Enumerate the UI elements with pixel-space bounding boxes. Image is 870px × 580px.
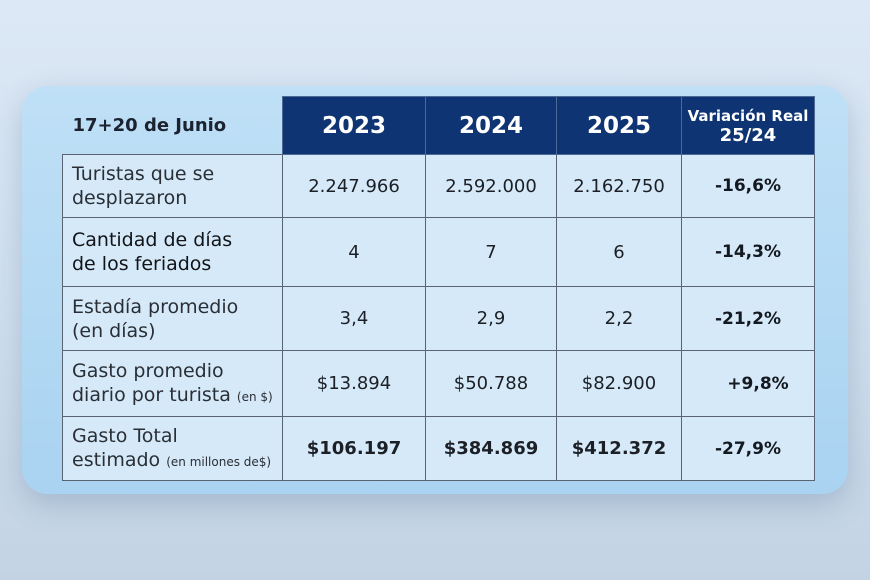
row-label-line2: de los feriados (72, 253, 212, 275)
row-label-line1: Estadía promedio (72, 295, 239, 318)
variation-value: -14,3% (681, 217, 815, 287)
table-row: Turistas que se desplazaron 2.247.966 2.… (62, 154, 815, 218)
variation-value: -27,9% (681, 416, 815, 481)
row-label: Turistas que se desplazaron (62, 154, 283, 218)
year-header-2024: 2024 (425, 96, 557, 155)
variation-value: +9,8% (681, 350, 815, 417)
value-2025: 6 (556, 217, 682, 287)
row-label-line2: estimado (en millones de$) (72, 448, 282, 474)
value-2023: 3,4 (282, 286, 426, 351)
row-label-unit-note: (en $) (236, 389, 273, 404)
row-label-line1: Gasto promedio (72, 359, 224, 382)
year-header-2025: 2025 (556, 96, 682, 155)
date-range-header: 17+20 de Junio (62, 96, 283, 155)
row-label-line1: Cantidad de días (72, 229, 233, 251)
value-2023: 2.247.966 (282, 154, 426, 218)
variation-header-line1: Variación Real (687, 106, 809, 125)
table-row: Cantidad de días de los feriados 4 7 6 -… (62, 217, 815, 287)
value-2024: 2,9 (425, 286, 557, 351)
row-label: Gasto promedio diario por turista (en $) (62, 350, 283, 417)
value-2025: $82.900 (556, 350, 682, 417)
row-label-line2-text: estimado (72, 448, 161, 471)
value-2023: $106.197 (282, 416, 426, 481)
table-row: Gasto promedio diario por turista (en $)… (62, 350, 815, 417)
row-label-line2: desplazaron (72, 187, 188, 209)
row-label-line2: diario por turista (en $) (72, 383, 282, 409)
value-2024: $50.788 (425, 350, 557, 417)
row-label-line1: Turistas que se (72, 163, 215, 185)
header-row: 17+20 de Junio 2023 2024 2025 Variación … (62, 96, 815, 155)
value-2023: $13.894 (282, 350, 426, 417)
tourism-stats-table: 17+20 de Junio 2023 2024 2025 Variación … (62, 96, 815, 481)
variation-value: -16,6% (681, 154, 815, 218)
row-label: Gasto Total estimado (en millones de$) (62, 416, 283, 481)
table-row: Estadía promedio (en días) 3,4 2,9 2,2 -… (62, 286, 815, 351)
value-2025: 2.162.750 (556, 154, 682, 218)
value-2024: $384.869 (425, 416, 557, 481)
value-2025: 2,2 (556, 286, 682, 351)
row-label: Estadía promedio (en días) (62, 286, 283, 351)
row-label-line2: (en días) (72, 319, 156, 342)
value-2024: 2.592.000 (425, 154, 557, 218)
row-label-line1: Gasto Total (72, 424, 178, 447)
variation-header-line2: 25/24 (719, 124, 777, 146)
row-label: Cantidad de días de los feriados (62, 217, 283, 287)
year-header-2023: 2023 (282, 96, 426, 155)
value-2024: 7 (425, 217, 557, 287)
variation-value: -21,2% (681, 286, 815, 351)
row-label-unit-note: (en millones de$) (166, 454, 272, 469)
variation-header: Variación Real 25/24 (681, 96, 815, 155)
value-2025: $412.372 (556, 416, 682, 481)
row-label-line2-text: diario por turista (72, 383, 231, 406)
value-2023: 4 (282, 217, 426, 287)
table-row: Gasto Total estimado (en millones de$) $… (62, 416, 815, 481)
